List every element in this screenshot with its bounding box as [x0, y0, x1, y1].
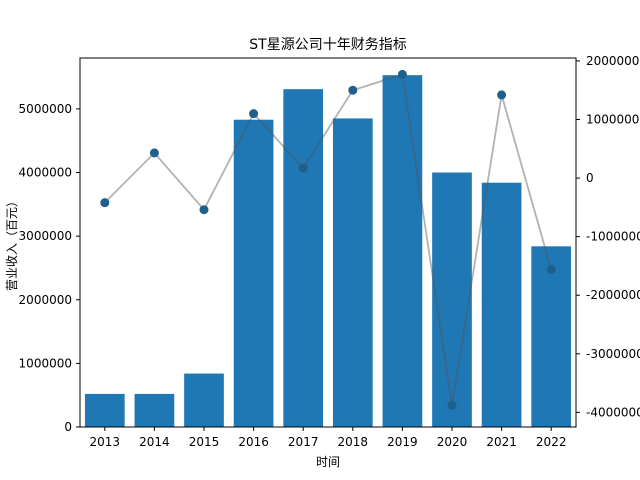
chart-title: ST星源公司十年财务指标 [249, 37, 406, 53]
x-tick-label-2019: 2019 [387, 435, 418, 449]
x-tick-label-2014: 2014 [139, 435, 170, 449]
x-tick-label-2017: 2017 [288, 435, 319, 449]
line-layer [100, 69, 556, 410]
y-tick-label-5000000: 5000000 [19, 102, 72, 116]
bar-2018 [332, 118, 373, 428]
x-tick-label-2013: 2013 [90, 435, 121, 449]
line-point-2014 [149, 148, 159, 158]
bar-2015 [184, 373, 224, 427]
bar-2022 [531, 246, 572, 427]
bar-2019 [382, 75, 423, 428]
line-point-2020 [447, 400, 457, 410]
y2-tick-label--4000000: -4000000 [586, 405, 640, 419]
y2-tick-label-0: 0 [586, 171, 594, 185]
y2-tick-label-2000000: 2000000 [586, 54, 639, 68]
y-axis-label: 营业收入（百元） [5, 195, 19, 291]
y2-tick-label--1000000: -1000000 [586, 230, 640, 244]
y2-tick-label--2000000: -2000000 [586, 288, 640, 302]
line-point-2022 [546, 264, 556, 274]
bars-layer [84, 75, 572, 428]
x-tick-label-2015: 2015 [189, 435, 220, 449]
y-tick-label-0: 0 [64, 420, 72, 434]
ticks-layer: 2013 2014 2015 2016 2017 2018 2019 2020 2021 2022… [19, 54, 640, 449]
y2-tick-label-1000000: 1000000 [586, 113, 639, 127]
line-point-2016 [249, 109, 259, 119]
line-point-2018 [348, 85, 358, 95]
profit-line [104, 73, 553, 406]
plot-frame [79, 57, 577, 428]
bar-2017 [283, 89, 324, 428]
x-tick-label-2016: 2016 [238, 435, 269, 449]
line-point-2021 [497, 90, 507, 100]
bar-2016 [233, 119, 274, 427]
x-tick-label-2020: 2020 [437, 435, 468, 449]
y-tick-label-3000000: 3000000 [19, 229, 72, 243]
bar-2020 [432, 172, 472, 427]
x-tick-label-2022: 2022 [536, 435, 567, 449]
x-tick-label-2018: 2018 [338, 435, 369, 449]
line-point-2017 [298, 163, 308, 173]
y2-tick-label--3000000: -3000000 [586, 347, 640, 361]
bar-2013 [84, 393, 125, 427]
line-point-2019 [397, 69, 407, 79]
y-tick-label-2000000: 2000000 [19, 293, 72, 307]
line-point-2013 [100, 198, 110, 208]
x-tick-label-2021: 2021 [486, 435, 517, 449]
y-tick-label-1000000: 1000000 [19, 356, 72, 370]
y-tick-label-4000000: 4000000 [19, 166, 72, 180]
axes-layer [79, 57, 577, 428]
bar-2014 [134, 393, 175, 427]
bar-2021 [481, 182, 522, 427]
x-axis-label: 时间 [316, 455, 340, 469]
line-point-2015 [199, 205, 209, 215]
